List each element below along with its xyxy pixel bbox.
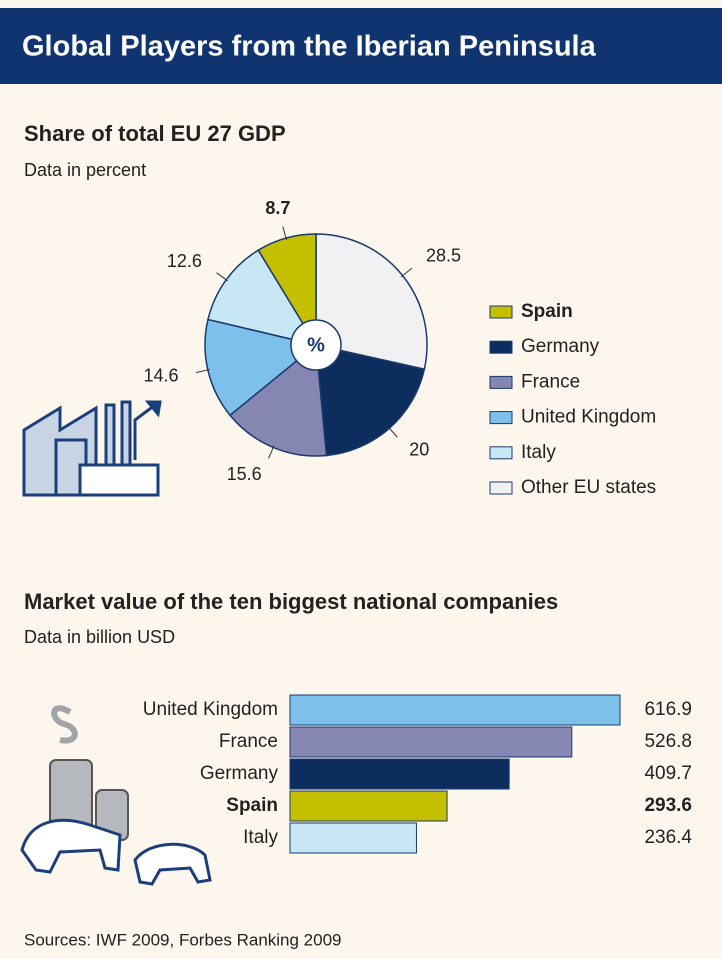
slice-label: 28.5 bbox=[426, 246, 461, 266]
legend-swatch bbox=[489, 340, 513, 354]
pie-subtitle: Data in percent bbox=[24, 160, 146, 180]
leader-line bbox=[216, 272, 229, 282]
leader-line bbox=[282, 226, 288, 241]
slice-label: 8.7 bbox=[265, 198, 290, 218]
leader-line bbox=[400, 267, 413, 278]
bar bbox=[289, 822, 417, 854]
bar-subtitle: Data in billion USD bbox=[24, 627, 175, 647]
header-band bbox=[0, 8, 722, 84]
bar-title: Market value of the ten biggest national… bbox=[24, 589, 558, 614]
center-label: % bbox=[307, 334, 325, 356]
legend-swatch bbox=[489, 375, 513, 389]
slice-label: 20 bbox=[409, 440, 429, 460]
bar-category-label: Spain bbox=[226, 795, 278, 816]
leader-line bbox=[387, 426, 398, 438]
pie-center bbox=[290, 319, 342, 371]
legend-swatch bbox=[489, 446, 513, 460]
bar-value-label: 236.4 bbox=[644, 827, 692, 848]
factory-icon bbox=[22, 400, 162, 497]
bar bbox=[289, 790, 448, 822]
slice-label: 15.6 bbox=[227, 464, 262, 484]
bar bbox=[289, 726, 573, 758]
bar-value-label: 409.7 bbox=[644, 763, 692, 784]
legend-swatch bbox=[489, 481, 513, 495]
bar-category-label: Germany bbox=[200, 763, 279, 784]
bar-value-label: 616.9 bbox=[644, 699, 692, 720]
bar-category-label: France bbox=[219, 731, 278, 752]
bar bbox=[289, 694, 621, 726]
legend-label: Germany bbox=[521, 336, 600, 357]
legend-swatch bbox=[489, 305, 513, 319]
header-title: Global Players from the Iberian Peninsul… bbox=[22, 31, 597, 63]
leader-line bbox=[268, 445, 275, 459]
legend-label: Italy bbox=[521, 442, 556, 463]
legend-swatch bbox=[489, 411, 513, 425]
money-icon bbox=[20, 705, 212, 886]
bar-category-label: Italy bbox=[243, 827, 278, 848]
legend-label: France bbox=[521, 371, 580, 392]
slice-label: 12.6 bbox=[167, 251, 202, 271]
bar-value-label: 526.8 bbox=[644, 731, 692, 752]
bar-value-label: 293.6 bbox=[644, 795, 692, 816]
slice-label: 14.6 bbox=[144, 365, 179, 385]
legend-label: Other EU states bbox=[521, 477, 656, 498]
legend-label: Spain bbox=[521, 301, 573, 322]
pie-title: Share of total EU 27 GDP bbox=[24, 121, 286, 146]
legend-label: United Kingdom bbox=[521, 407, 656, 428]
leader-line bbox=[196, 368, 210, 374]
bar bbox=[289, 758, 510, 790]
bar-category-label: United Kingdom bbox=[143, 699, 278, 720]
source: Sources: IWF 2009, Forbes Ranking 2009 bbox=[24, 930, 342, 949]
